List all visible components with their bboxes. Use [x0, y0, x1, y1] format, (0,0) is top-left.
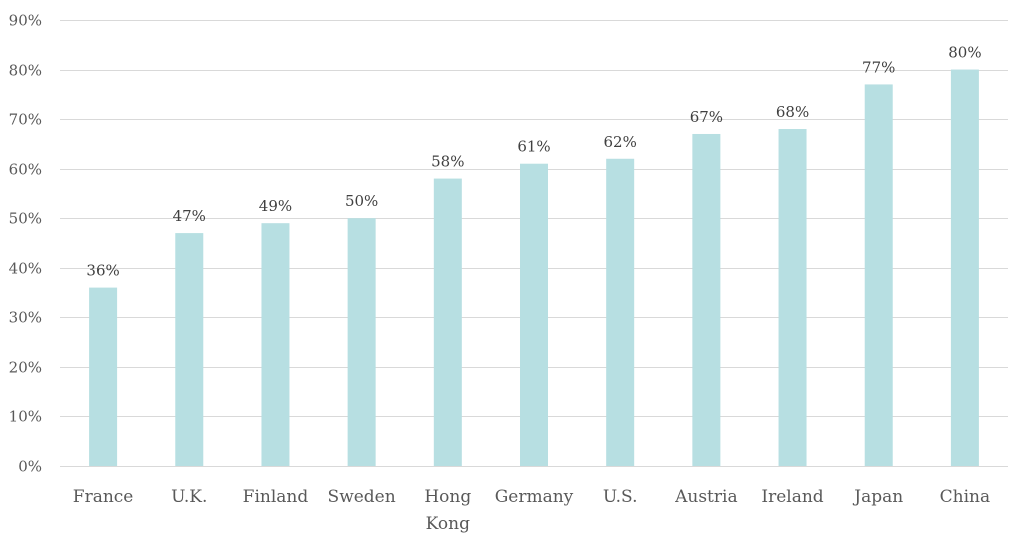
data-labels: 36% 47% 49% 50% 58% 61% 62% 67% 68% 77% 80% — [86, 44, 981, 280]
y-tick-label: 20% — [9, 359, 42, 377]
data-label: 49% — [259, 197, 292, 215]
y-tick-label: 90% — [9, 12, 42, 30]
data-label: 80% — [948, 44, 981, 62]
data-label: 58% — [431, 153, 464, 171]
y-tick-label: 40% — [9, 260, 42, 278]
data-label: 61% — [517, 138, 550, 156]
data-label: 36% — [86, 262, 119, 280]
x-tick-label: Sweden — [328, 487, 396, 507]
x-tick-label: Japan — [852, 487, 903, 507]
x-tick-label: Germany — [495, 487, 574, 507]
bars — [89, 69, 979, 467]
y-axis-tick-labels: 0% 10% 20% 30% 40% 50% 60% 70% 80% 90% — [9, 12, 42, 476]
bar — [520, 163, 548, 466]
data-label: 77% — [862, 58, 895, 76]
x-tick-label: China — [940, 487, 990, 507]
x-axis-tick-labels: France U.K. Finland Sweden Hong Kong Germany U.… — [73, 487, 990, 534]
y-tick-label: 50% — [9, 210, 42, 228]
y-tick-label: 10% — [9, 408, 42, 426]
bar — [606, 158, 635, 466]
x-tick-label: U.K. — [171, 487, 207, 507]
bar — [347, 218, 376, 466]
bar — [950, 69, 979, 467]
data-label: 68% — [776, 103, 809, 121]
x-tick-label: Finland — [243, 487, 309, 507]
data-label: 62% — [604, 133, 637, 151]
data-label: 47% — [173, 207, 206, 225]
y-tick-label: 60% — [9, 161, 42, 179]
bar — [778, 129, 807, 466]
bar — [175, 233, 204, 466]
x-tick-label: France — [73, 487, 134, 507]
bar — [692, 133, 721, 466]
y-tick-label: 0% — [18, 458, 42, 476]
bar — [433, 178, 462, 467]
data-label: 50% — [345, 192, 378, 210]
y-tick-label: 70% — [9, 111, 42, 129]
bar — [261, 223, 290, 466]
x-tick-label: Austria — [674, 487, 737, 507]
x-tick-label: Hong Kong — [424, 487, 471, 534]
bar — [864, 84, 893, 466]
y-tick-label: 30% — [9, 309, 42, 327]
bar — [89, 287, 118, 466]
x-tick-label: U.S. — [603, 487, 638, 507]
data-label: 67% — [690, 108, 723, 126]
x-tick-label: Ireland — [761, 487, 823, 507]
y-tick-label: 80% — [9, 62, 42, 80]
